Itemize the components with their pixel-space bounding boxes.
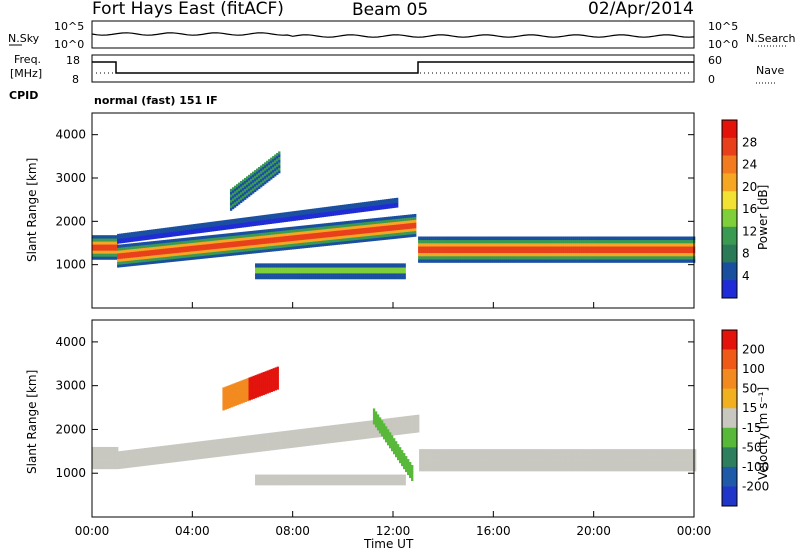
power-colorbar-swatch <box>722 262 737 281</box>
power-ytick-label: 1000 <box>55 258 86 272</box>
noise-right-tick-bottom: 10^0 <box>708 38 738 51</box>
power-colorbar-frame <box>721 119 738 299</box>
power-heatmap <box>92 151 696 280</box>
velocity-colorbar-swatch <box>722 408 737 429</box>
power-ytick-label: 4000 <box>55 128 86 142</box>
power-colorbar-tick-label: 12 <box>742 224 757 238</box>
power-colorbar-tick-label: 4 <box>742 269 750 283</box>
velocity-band-grey <box>92 414 697 472</box>
velocity-colorbar-tick-label: 100 <box>742 362 765 376</box>
velocity-colorbar-tick-label: -15 <box>742 421 762 435</box>
noise-right-tick-top: 10^5 <box>708 20 738 33</box>
velocity-colorbar-tick-label: -100 <box>742 460 769 474</box>
velocity-ytick-label: 1000 <box>55 466 86 480</box>
velocity-heatmap <box>92 366 697 486</box>
freq-trace <box>92 61 694 74</box>
power-band-upper-edge <box>117 197 399 244</box>
power-band-main <box>117 213 417 268</box>
power-colorbar-swatch <box>722 155 737 174</box>
power-colorbar-swatch <box>722 191 737 210</box>
velocity-colorbar-tick-label: 50 <box>742 382 757 396</box>
velocity-colorbar-tick-label: -50 <box>742 440 762 454</box>
power-ylabel: Slant Range [km] <box>25 158 39 262</box>
time-xtick-label: 16:00 <box>476 524 511 538</box>
noise-left-tick-top: 10^5 <box>54 20 84 33</box>
velocity-colorbar-swatch <box>722 447 737 468</box>
noise-sky-trace <box>91 32 695 38</box>
time-xtick-label: 00:00 <box>677 524 712 538</box>
velocity-ylabel: Slant Range [km] <box>25 370 39 474</box>
station-title: Fort Hays East (fitACF) <box>92 0 284 19</box>
power-band-early <box>92 235 119 260</box>
power-colorbar: 4 8 12 16 20 24 28 <box>721 119 757 299</box>
power-colorbar-swatch <box>722 244 737 263</box>
velocity-ytick-label: 3000 <box>55 379 86 393</box>
velocity-colorbar-swatch <box>722 330 737 350</box>
cpid-label: CPID <box>9 89 38 102</box>
velocity-colorbar-swatch <box>722 466 737 487</box>
time-xlabel: Time UT <box>363 537 414 551</box>
power-colorbar-swatch <box>722 173 737 192</box>
velocity-colorbar-swatch <box>722 427 737 448</box>
time-xtick-label: 20:00 <box>576 524 611 538</box>
freq-left-tick-top: 18 <box>66 54 80 67</box>
time-xtick-label: 12:00 <box>376 524 411 538</box>
power-colorbar-tick-label: 28 <box>742 135 757 149</box>
velocity-ytick-label: 2000 <box>55 422 86 436</box>
velocity-colorbar-swatch <box>722 486 737 507</box>
freq-right-tick-top: 60 <box>708 54 722 67</box>
time-x-axis: 00:00 04:00 08:00 12:00 16:00 20:00 00:00 <box>75 302 712 538</box>
power-colorbar-tick-label: 8 <box>742 247 750 261</box>
time-xtick-label: 00:00 <box>75 524 110 538</box>
power-ytick-label: 2000 <box>55 214 86 228</box>
velocity-band-orange-red <box>222 366 279 411</box>
beam-label: Beam 05 <box>352 0 428 20</box>
freq-unit-label: [MHz] <box>10 67 42 80</box>
velocity-y-axis: 1000 2000 3000 4000 <box>55 335 694 480</box>
velocity-colorbar-tick-label: -200 <box>742 479 769 493</box>
velocity-colorbar-tick-label: 200 <box>742 343 765 357</box>
nave-label: Nave <box>756 64 784 77</box>
power-band-low <box>255 263 406 280</box>
velocity-band-low-grey <box>255 474 406 486</box>
power-band-high <box>229 151 281 211</box>
velocity-colorbar-swatch <box>722 369 737 389</box>
date-label: 02/Apr/2014 <box>588 0 694 19</box>
freq-right-tick-bottom: 0 <box>708 73 715 86</box>
noise-left-tick-bottom: 10^0 <box>54 38 84 51</box>
power-colorbar-tick-label: 24 <box>742 158 757 172</box>
freq-left-tick-bottom: 8 <box>72 73 79 86</box>
power-colorbar-tick-label: 20 <box>742 180 757 194</box>
velocity-colorbar: -200 -100 -50 -15 15 50 100 200 <box>721 329 769 507</box>
velocity-colorbar-frame <box>721 329 738 507</box>
noise-search-label: N.Search <box>746 32 796 45</box>
time-xtick-label: 08:00 <box>275 524 310 538</box>
freq-label: Freq. <box>14 53 41 66</box>
power-band-late <box>418 236 696 263</box>
power-y-axis: 1000 2000 3000 4000 <box>55 128 694 272</box>
time-xtick-label: 04:00 <box>175 524 210 538</box>
velocity-colorbar-swatch <box>722 388 737 409</box>
velocity-colorbar-swatch <box>722 349 737 370</box>
power-colorbar-tick-label: 16 <box>742 202 757 216</box>
power-colorbar-label: Power [dB] <box>756 185 770 250</box>
noise-sky-label: N.Sky <box>8 32 40 45</box>
velocity-colorbar-label: Velocity [m s⁻¹] <box>756 387 770 480</box>
velocity-colorbar-tick-label: 15 <box>742 401 757 415</box>
power-colorbar-swatch <box>722 137 737 156</box>
power-colorbar-swatch <box>722 280 737 299</box>
power-colorbar-swatch <box>722 209 737 228</box>
mode-label: normal (fast) 151 IF <box>94 94 218 107</box>
power-colorbar-swatch <box>722 120 737 139</box>
freq-panel-frame <box>91 54 695 83</box>
power-colorbar-swatch <box>722 226 737 245</box>
velocity-band-green <box>372 408 414 482</box>
power-ytick-label: 3000 <box>55 171 86 185</box>
velocity-ytick-label: 4000 <box>55 335 86 349</box>
